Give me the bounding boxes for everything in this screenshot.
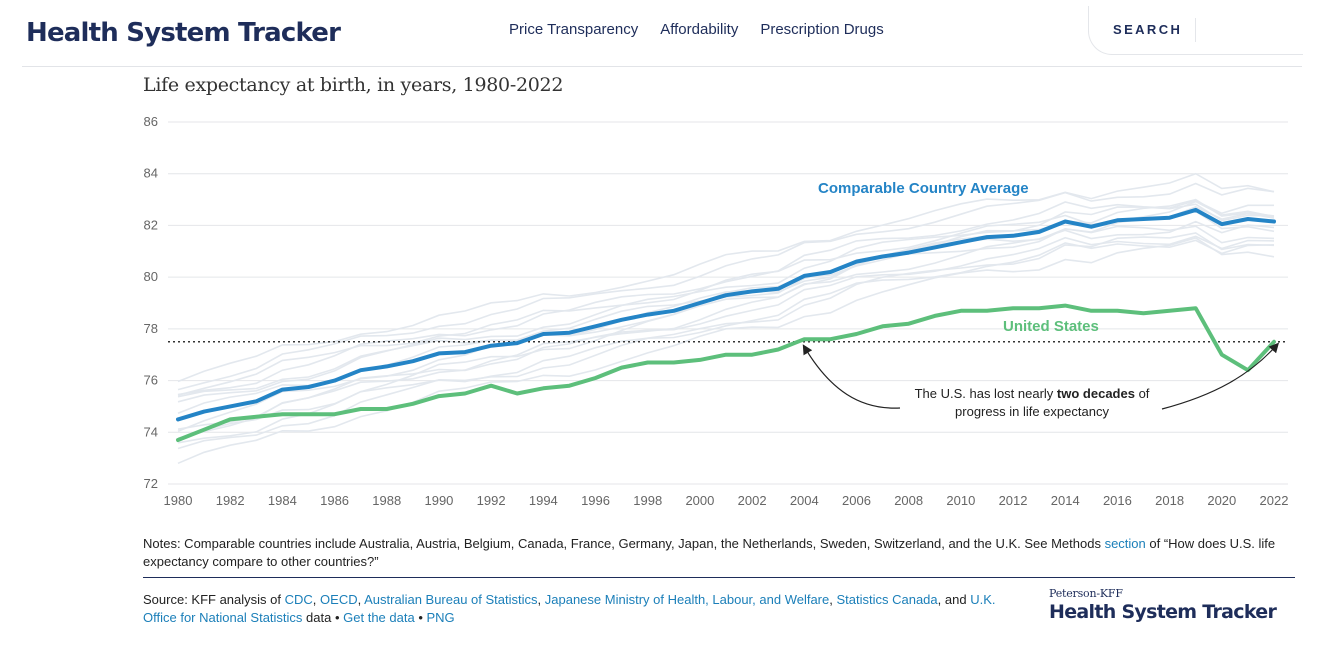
x-tick-label: 2008 [894,493,923,508]
x-tick-label: 1988 [372,493,401,508]
x-tick-label: 1992 [477,493,506,508]
y-tick-label: 78 [144,321,158,336]
x-tick-label: 1998 [633,493,662,508]
country-background-lines [177,172,1275,465]
x-tick-label: 2022 [1260,493,1289,508]
chart-source: Source: KFF analysis of CDC, OECD, Austr… [143,592,996,625]
source-link-uk-ons[interactable]: U.K. Office for National Statistics [143,592,996,625]
y-tick-label: 82 [144,217,158,232]
y-tick-label: 84 [144,166,158,181]
chart-notes: Notes: Comparable countries include Aust… [143,535,1303,571]
country-line [177,182,1275,391]
footer-divider [143,577,1295,578]
x-tick-label: 2006 [842,493,871,508]
x-tick-label: 2018 [1155,493,1184,508]
nav-price-transparency[interactable]: Price Transparency [509,21,639,38]
chart-annotation: The U.S. has lost nearly two decades of … [880,385,1184,421]
x-tick-label: 1994 [529,493,558,508]
y-tick-label: 76 [144,373,158,388]
country-line [177,206,1275,396]
annotation-text-after: of [1134,386,1150,401]
country-line [177,220,1275,439]
logo-title: Health System Tracker [1049,601,1277,623]
x-tick-label: 2020 [1207,493,1236,508]
x-tick-label: 2016 [1103,493,1132,508]
x-tick-label: 1990 [424,493,453,508]
x-tick-label: 1980 [164,493,193,508]
main-nav: Price Transparency Affordability Prescri… [509,21,884,38]
x-tick-label: 2004 [790,493,819,508]
get-the-data-link[interactable]: Get the data [343,610,415,625]
series-label-us: United States [1003,318,1099,335]
methods-section-link[interactable]: section [1104,536,1146,551]
nav-affordability[interactable]: Affordability [660,21,739,38]
search-box[interactable]: SEARCH [1088,6,1303,55]
country-line [177,198,1275,442]
x-tick-label: 1984 [268,493,297,508]
annotation-arrow-left [802,344,901,409]
x-tick-label: 2002 [738,493,767,508]
y-tick-label: 86 [144,114,158,129]
site-header: Health System Tracker Price Transparency… [0,0,1324,68]
search-button[interactable]: SEARCH [1113,22,1183,37]
series-lines [176,207,1276,442]
series-line-comparable [176,207,1276,422]
annotation-arrows [802,342,1280,410]
search-divider [1195,18,1196,42]
nav-prescription-drugs[interactable]: Prescription Drugs [760,21,884,38]
annotation-line2: progress in life expectancy [955,404,1109,419]
x-tick-label: 2012 [999,493,1028,508]
x-tick-label: 2000 [685,493,714,508]
country-line [177,203,1275,403]
y-axis: 72 74 76 78 80 82 84 86 [144,114,158,491]
country-line [177,235,1275,430]
notes-text: Notes: Comparable countries include Aust… [143,536,1105,551]
footer-logo: Peterson-KFF Health System Tracker [1049,587,1277,623]
logo-org: Peterson-KFF [1049,587,1123,600]
source-bullet: • [414,610,427,625]
y-tick-label: 74 [144,424,158,439]
country-line [177,232,1275,450]
y-tick-label: 72 [144,476,158,491]
country-line [177,172,1275,383]
x-tick-label: 1986 [320,493,349,508]
source-prefix: Source: KFF analysis of [143,592,285,607]
source-data-text: data • [302,610,344,625]
country-line [177,199,1274,396]
x-tick-label: 2010 [946,493,975,508]
series-line-us [176,303,1276,442]
country-line [177,237,1275,465]
notes-text-after: of “How does U.S. life expectancy compar… [143,536,1276,569]
grid-lines [168,121,1288,485]
series-label-comparable: Comparable Country Average [818,180,1029,197]
x-tick-label: 1996 [581,493,610,508]
annotation-arrow-right [1161,342,1280,410]
source-link-abs[interactable]: Australian Bureau of Statistics [364,592,538,607]
x-tick-label: 1982 [216,493,245,508]
source-link-statistics-canada[interactable]: Statistics Canada [836,592,938,607]
header-divider [22,66,1302,67]
x-tick-label: 2014 [1051,493,1080,508]
x-axis: 1980 1982 1984 1986 1988 1990 1992 1994 1996 1998… [164,493,1289,508]
annotation-text: The U.S. has lost nearly [914,386,1057,401]
source-link-japan-ministry[interactable]: Japanese Ministry of Health, Labour, and… [544,592,830,607]
y-tick-label: 80 [144,269,158,284]
site-logo[interactable]: Health System Tracker [26,18,341,48]
png-download-link[interactable]: PNG [426,610,455,625]
source-link-cdc[interactable]: CDC [284,592,313,607]
chart-title: Life expectancy at birth, in years, 1980… [143,74,564,96]
annotation-bold: two decades [1056,386,1135,401]
source-link-oecd[interactable]: OECD [320,592,358,607]
